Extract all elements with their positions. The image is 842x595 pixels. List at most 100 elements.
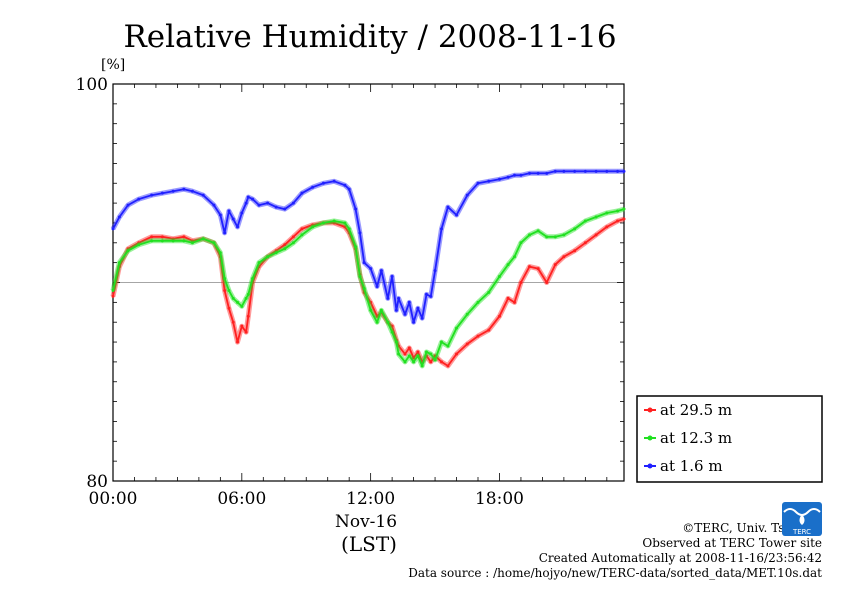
series-point [605, 225, 609, 229]
series-point [201, 193, 205, 197]
series-point [347, 227, 351, 231]
series-point [583, 241, 587, 245]
series-point [412, 320, 416, 324]
series-point [283, 247, 287, 251]
series-point [594, 215, 598, 219]
series-point [244, 296, 248, 300]
series-point [429, 294, 433, 298]
series-point [362, 286, 366, 290]
series-point [126, 249, 130, 253]
series-point [440, 360, 443, 364]
series-line [112, 218, 625, 367]
series-point [111, 227, 115, 231]
series-point [300, 233, 304, 237]
series-point [137, 197, 141, 201]
series-point [616, 169, 620, 173]
series-point [354, 245, 358, 249]
series-point [476, 300, 480, 304]
series-point [244, 201, 248, 205]
series-point [300, 227, 304, 231]
series-point [476, 181, 480, 185]
series-point [446, 364, 450, 368]
series-line [112, 208, 625, 367]
footer-credits: ©TERC, Univ. Tsukuba Observed at TERC To… [408, 521, 822, 581]
series-point [354, 207, 358, 211]
series-point [171, 239, 175, 243]
copyright-text: ©TERC, Univ. Tsukuba [682, 521, 822, 535]
series-point [257, 203, 261, 207]
series-point [465, 342, 469, 346]
series-point [536, 171, 540, 175]
legend-marker [647, 435, 653, 441]
series-point [573, 227, 577, 231]
series-point [424, 350, 428, 354]
series-point [553, 263, 557, 267]
series-point [394, 340, 398, 344]
series-point [201, 237, 205, 241]
series-point [246, 314, 250, 318]
series-point [553, 169, 557, 173]
series-point [343, 225, 347, 229]
series-point [117, 261, 121, 265]
series-point [536, 267, 540, 271]
series-point [150, 239, 154, 243]
series-2 [110, 206, 626, 369]
series-point [236, 300, 240, 304]
series-point [506, 175, 510, 179]
series-point [231, 296, 235, 300]
series-point [487, 179, 491, 183]
series-point [622, 169, 626, 173]
series-point [528, 265, 532, 269]
series-point [497, 314, 501, 318]
series-point [218, 251, 222, 255]
series-point [528, 233, 532, 237]
series-point [476, 334, 480, 338]
series-1 [110, 216, 626, 369]
series-point [218, 213, 222, 217]
series-point [231, 217, 235, 221]
data-source-text: Data source : /home/hojyo/new/TERC-data/… [408, 566, 822, 580]
series-point [519, 281, 523, 284]
y-tick-label: 100 [76, 75, 108, 95]
series-point [455, 326, 459, 330]
legend-box [636, 395, 823, 483]
series-point [375, 320, 379, 324]
series-point [429, 360, 433, 364]
series-point [375, 314, 379, 318]
series-point [321, 221, 325, 225]
series-point [223, 277, 227, 281]
site-text: Observed at TERC Tower site [642, 536, 822, 550]
series-point [257, 261, 261, 265]
series-point [536, 229, 540, 233]
series-point [616, 209, 620, 213]
series-point [465, 312, 469, 316]
series-point [513, 300, 516, 304]
series-point [171, 189, 175, 193]
series-point [212, 241, 216, 245]
series-point [420, 316, 424, 320]
series-point [386, 320, 390, 324]
series-point [416, 354, 420, 358]
series-point [283, 207, 287, 211]
series-point [407, 300, 411, 304]
x-zone-label: (LST) [341, 532, 397, 556]
series-point [111, 288, 115, 292]
series-point [519, 173, 523, 177]
series-point [227, 288, 231, 292]
series-point [545, 171, 549, 175]
series-point [347, 187, 351, 191]
series-point [583, 219, 587, 223]
series-point [160, 191, 164, 195]
series-point [343, 221, 347, 225]
series-point [424, 292, 428, 296]
series-point [190, 241, 194, 245]
series-point [403, 352, 407, 356]
series-point [397, 352, 401, 356]
series-point [311, 185, 315, 189]
series-point [283, 243, 287, 247]
x-tick-label: 18:00 [475, 489, 524, 509]
series-point [397, 296, 401, 300]
series-point [240, 211, 244, 215]
series-point [403, 360, 407, 364]
series-point [440, 227, 443, 231]
